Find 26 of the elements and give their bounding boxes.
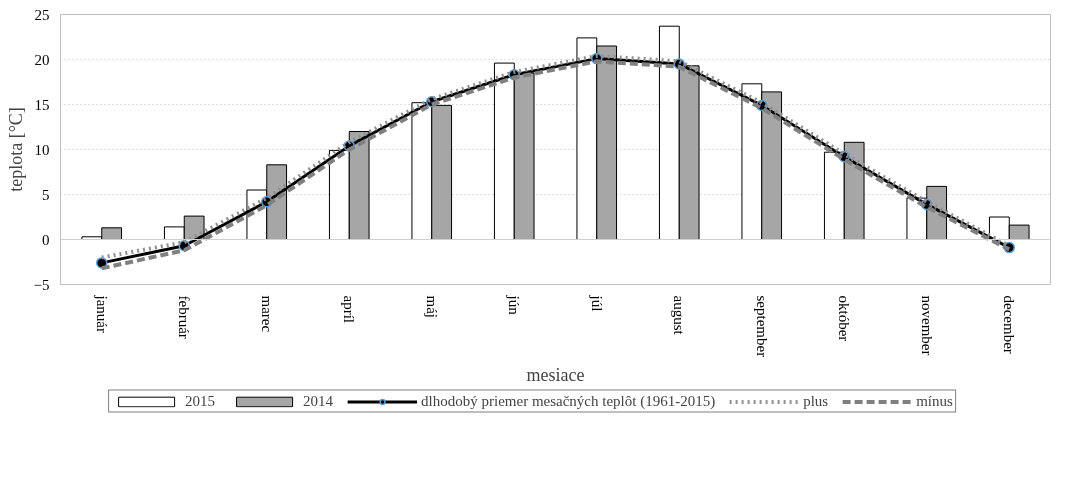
legend-label: plus <box>803 392 829 410</box>
x-tick-label: august <box>671 295 688 336</box>
y-axis-title: teplota [°C] <box>5 107 26 192</box>
legend-label: mínus <box>916 392 953 410</box>
x-tick-label: júl <box>588 294 605 312</box>
x-tick-label: február <box>176 295 193 339</box>
x-tick-label: január <box>93 294 110 333</box>
x-axis-title: mesiace <box>526 365 585 386</box>
y-tick-label: 15 <box>34 96 50 113</box>
x-tick-label: máj <box>423 295 440 318</box>
x-tick-label: apríl <box>341 295 358 323</box>
x-tick-label: november <box>918 295 935 356</box>
y-tick-label: 5 <box>42 186 50 203</box>
x-tick-label: jún <box>506 294 523 316</box>
y-tick-label: 25 <box>34 6 50 23</box>
x-tick-label: marec <box>258 295 275 333</box>
x-tick-label: september <box>753 295 770 358</box>
y-tick-label: 0 <box>42 231 50 248</box>
y-tick-label: 10 <box>34 141 50 158</box>
y-tick-label: 20 <box>34 51 50 68</box>
legend-label: 2015 <box>185 392 216 410</box>
x-tick-label: október <box>836 295 853 342</box>
x-tick-label: december <box>1001 295 1018 354</box>
y-tick-label: −5 <box>33 276 50 293</box>
legend-label: 2014 <box>303 392 334 410</box>
legend-label: dlhodobý priemer mesačných teplôt (1961-2015) <box>421 392 716 410</box>
